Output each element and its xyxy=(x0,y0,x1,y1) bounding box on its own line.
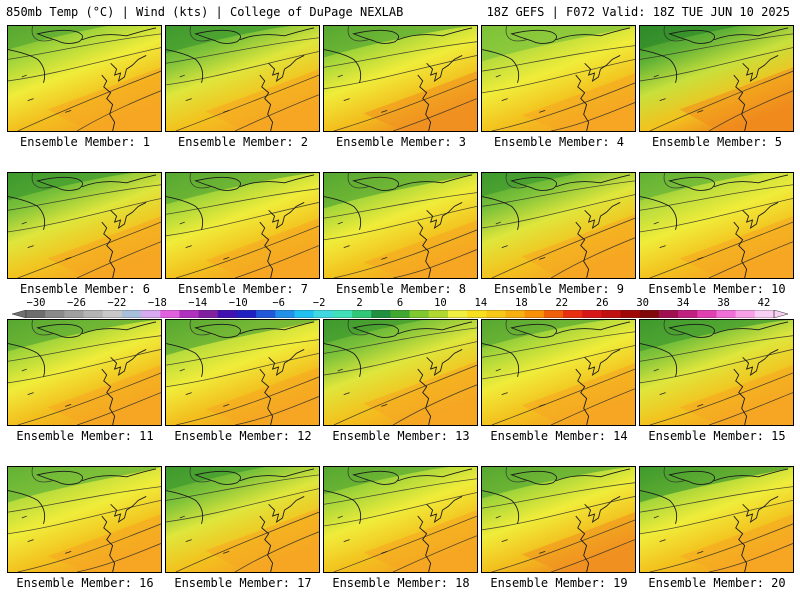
colorbar-tick-label: 10 xyxy=(434,297,447,309)
ensemble-member-map xyxy=(323,172,478,279)
ensemble-member-label: Ensemble Member: 1 xyxy=(19,135,151,149)
ensemble-member-map xyxy=(165,172,320,279)
colorbar-tick-label: −22 xyxy=(107,297,127,309)
ensemble-member-map xyxy=(639,319,794,426)
ensemble-member-map xyxy=(323,466,478,573)
ensemble-member-label: Ensemble Member: 13 xyxy=(332,429,470,443)
ensemble-member-map xyxy=(7,25,162,132)
colorbar-labels: −30 −26 −22 −18 −14 −10 −6 −2 2 6 10 14 18 22 26 30 34 38… xyxy=(12,297,788,309)
map-title-right: 18Z GEFS | F072 Valid: 18Z TUE JUN 10 20… xyxy=(486,5,790,19)
ensemble-member-map xyxy=(165,25,320,132)
colorbar-tick-label: −26 xyxy=(66,297,86,309)
ensemble-member-map xyxy=(481,319,636,426)
ensemble-member-label: Ensemble Member: 7 xyxy=(177,282,309,296)
colorbar-strip xyxy=(12,310,788,318)
ensemble-member-label: Ensemble Member: 2 xyxy=(177,135,309,149)
ensemble-member-map xyxy=(7,172,162,279)
ensemble-member-label: Ensemble Member: 14 xyxy=(490,429,628,443)
ensemble-member-map xyxy=(481,172,636,279)
ensemble-member-map xyxy=(165,319,320,426)
ensemble-member-map xyxy=(639,172,794,279)
colorbar-tick-label: 26 xyxy=(595,297,609,309)
ensemble-member-label: Ensemble Member: 16 xyxy=(16,576,154,590)
temperature-colorbar: −30 −26 −22 −18 −14 −10 −6 −2 2 6 10 14 18 22 26 30 34 38… xyxy=(12,297,788,321)
colorbar-tick-label: −14 xyxy=(188,297,208,309)
ensemble-member-label: Ensemble Member: 11 xyxy=(16,429,154,443)
colorbar-tick-label: 6 xyxy=(396,297,404,309)
ensemble-member-label: Ensemble Member: 20 xyxy=(648,576,786,590)
ensemble-member-label: Ensemble Member: 8 xyxy=(335,282,467,296)
colorbar-tick-label: −10 xyxy=(228,297,248,309)
ensemble-member-label: Ensemble Member: 9 xyxy=(493,282,625,296)
colorbar-tick-label: 30 xyxy=(636,297,649,309)
ensemble-member-label: Ensemble Member: 4 xyxy=(493,135,625,149)
ensemble-member-map xyxy=(165,466,320,573)
ensemble-member-map xyxy=(323,25,478,132)
ensemble-member-map xyxy=(7,319,162,426)
colorbar-tick-label: 2 xyxy=(356,297,363,309)
ensemble-member-map xyxy=(639,25,794,132)
ensemble-member-label: Ensemble Member: 18 xyxy=(332,576,470,590)
ensemble-member-label: Ensemble Member: 15 xyxy=(648,429,786,443)
colorbar-tick-label: −2 xyxy=(312,297,326,309)
colorbar-tick-label: 18 xyxy=(515,297,528,309)
colorbar-tick-label: −18 xyxy=(147,297,167,309)
ensemble-member-label: Ensemble Member: 17 xyxy=(174,576,312,590)
ensemble-member-label: Ensemble Member: 10 xyxy=(648,282,786,296)
ensemble-member-label: Ensemble Member: 5 xyxy=(651,135,783,149)
colorbar-tick-label: 14 xyxy=(474,297,488,309)
map-title-left: 850mb Temp (°C) | Wind (kts) | College o… xyxy=(6,5,404,19)
colorbar-tick-label: 22 xyxy=(555,297,569,309)
ensemble-member-label: Ensemble Member: 19 xyxy=(490,576,628,590)
ensemble-member-label: Ensemble Member: 6 xyxy=(19,282,151,296)
colorbar-tick-label: 42 xyxy=(757,297,771,309)
colorbar-tick-label: 38 xyxy=(717,297,730,309)
ensemble-member-map xyxy=(323,319,478,426)
ensemble-member-label: Ensemble Member: 12 xyxy=(174,429,312,443)
colorbar-tick-label: −30 xyxy=(26,297,46,309)
ensemble-member-map xyxy=(639,466,794,573)
ensemble-member-map xyxy=(481,25,636,132)
colorbar-tick-label: −6 xyxy=(272,297,285,309)
ensemble-member-map xyxy=(481,466,636,573)
ensemble-member-map xyxy=(7,466,162,573)
ensemble-member-label: Ensemble Member: 3 xyxy=(335,135,467,149)
colorbar-tick-label: 34 xyxy=(676,297,690,309)
